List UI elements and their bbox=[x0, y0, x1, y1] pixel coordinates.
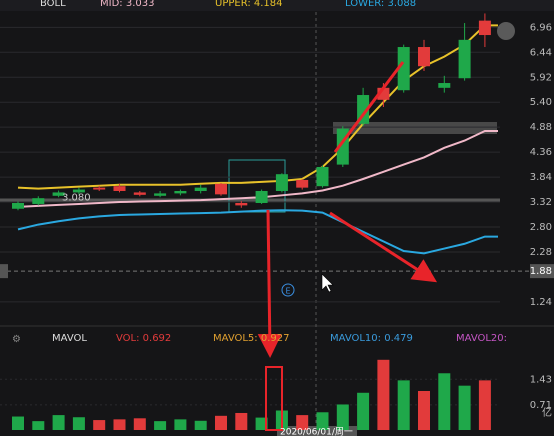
volume-label: VOL: 0.692 bbox=[116, 333, 171, 344]
volume-bar bbox=[32, 421, 45, 430]
candle-body bbox=[93, 187, 106, 190]
header-bar bbox=[0, 0, 554, 11]
candle-body bbox=[174, 190, 187, 194]
y-tick-label: 3.84 bbox=[530, 172, 552, 183]
y-tick-label: 5.40 bbox=[530, 97, 552, 108]
candle-body bbox=[255, 190, 268, 203]
volume-bar bbox=[235, 412, 248, 430]
y-tick-label: 2.28 bbox=[530, 247, 552, 258]
y-tick-label: 4.88 bbox=[530, 122, 552, 133]
candle-body bbox=[397, 47, 410, 91]
boll-line bbox=[17, 209, 498, 255]
icon-glyph: E bbox=[285, 287, 290, 296]
candle-body bbox=[296, 179, 309, 188]
candle-body bbox=[154, 193, 167, 196]
volume-bar bbox=[133, 418, 146, 430]
menu-button[interactable] bbox=[497, 22, 515, 40]
volume-bar bbox=[174, 419, 187, 430]
volume-bar bbox=[377, 359, 390, 430]
candle-body bbox=[458, 39, 471, 79]
arrow bbox=[333, 61, 405, 153]
indicator-label: MID: 3.033 bbox=[100, 0, 154, 9]
volume-bar bbox=[154, 421, 167, 430]
volume-bar bbox=[194, 420, 207, 430]
volume-label: MAVOL5: 0.927 bbox=[213, 333, 289, 344]
annotation: 3.080 bbox=[62, 193, 91, 204]
candle-body bbox=[316, 167, 329, 187]
volume-bar bbox=[357, 392, 370, 430]
y-tick-label: 6.96 bbox=[530, 22, 552, 33]
candle-body bbox=[377, 87, 390, 100]
volume-bar bbox=[438, 373, 451, 430]
candle-body bbox=[133, 192, 146, 195]
indicator-label: UPPER: 4.184 bbox=[215, 0, 283, 9]
candle-body bbox=[194, 187, 207, 191]
crosshair-box bbox=[0, 264, 8, 279]
y-tick-label: 1.24 bbox=[530, 297, 552, 308]
candle-body bbox=[438, 83, 451, 88]
volume-bar bbox=[93, 420, 106, 430]
arrow bbox=[329, 211, 438, 283]
volume-bar bbox=[336, 404, 349, 430]
crosshair-date: 2020/06/01/周一 bbox=[280, 427, 353, 436]
crosshair-label: 1.88 bbox=[530, 266, 552, 277]
candle-body bbox=[113, 186, 126, 191]
candle-body bbox=[215, 183, 227, 195]
volume-title: MAVOL bbox=[52, 333, 87, 344]
volume-bar bbox=[113, 419, 126, 430]
volume-label: MAVOL20: bbox=[456, 333, 507, 344]
price-band bbox=[333, 122, 497, 134]
volume-bar bbox=[52, 415, 65, 430]
unit-label: 亿 bbox=[542, 406, 552, 419]
volume-bar bbox=[215, 415, 227, 430]
candle-body bbox=[72, 189, 85, 193]
volume-bar bbox=[458, 385, 471, 430]
y-tick-label: 0.71 bbox=[530, 400, 552, 411]
volume-bar bbox=[296, 415, 309, 430]
date-box bbox=[277, 426, 357, 436]
candle-body bbox=[52, 192, 65, 196]
y-tick-label: 5.92 bbox=[530, 72, 552, 83]
volume-bar bbox=[478, 380, 491, 430]
volume-bar bbox=[397, 380, 410, 430]
volume-bar bbox=[316, 412, 329, 430]
volume-bar bbox=[72, 417, 85, 430]
candle-body bbox=[32, 198, 45, 204]
crosshair-box bbox=[530, 264, 554, 279]
volume-label: MAVOL10: 0.479 bbox=[330, 333, 413, 344]
candle-body bbox=[275, 174, 288, 191]
cursor bbox=[321, 273, 334, 293]
volume-bar bbox=[12, 416, 24, 430]
indicator-label: LOWER: 3.088 bbox=[345, 0, 416, 9]
candle-body bbox=[418, 47, 430, 67]
indicator-name: BOLL bbox=[40, 0, 66, 9]
y-tick-label: 1.43 bbox=[530, 374, 552, 385]
settings-icon[interactable]: ⚙ bbox=[12, 334, 21, 345]
candle-body bbox=[235, 202, 248, 206]
y-tick-label: 2.80 bbox=[530, 222, 552, 233]
candle-body bbox=[12, 202, 24, 209]
y-tick-label: 6.44 bbox=[530, 47, 552, 58]
icon[interactable] bbox=[281, 283, 295, 297]
volume-highlight bbox=[265, 366, 283, 431]
volume-bar bbox=[255, 417, 268, 430]
y-tick-label: 3.32 bbox=[530, 197, 552, 208]
volume-bar bbox=[418, 391, 430, 430]
arrow bbox=[257, 209, 282, 358]
y-tick-label: 4.36 bbox=[530, 147, 552, 158]
candle-body bbox=[478, 20, 491, 36]
